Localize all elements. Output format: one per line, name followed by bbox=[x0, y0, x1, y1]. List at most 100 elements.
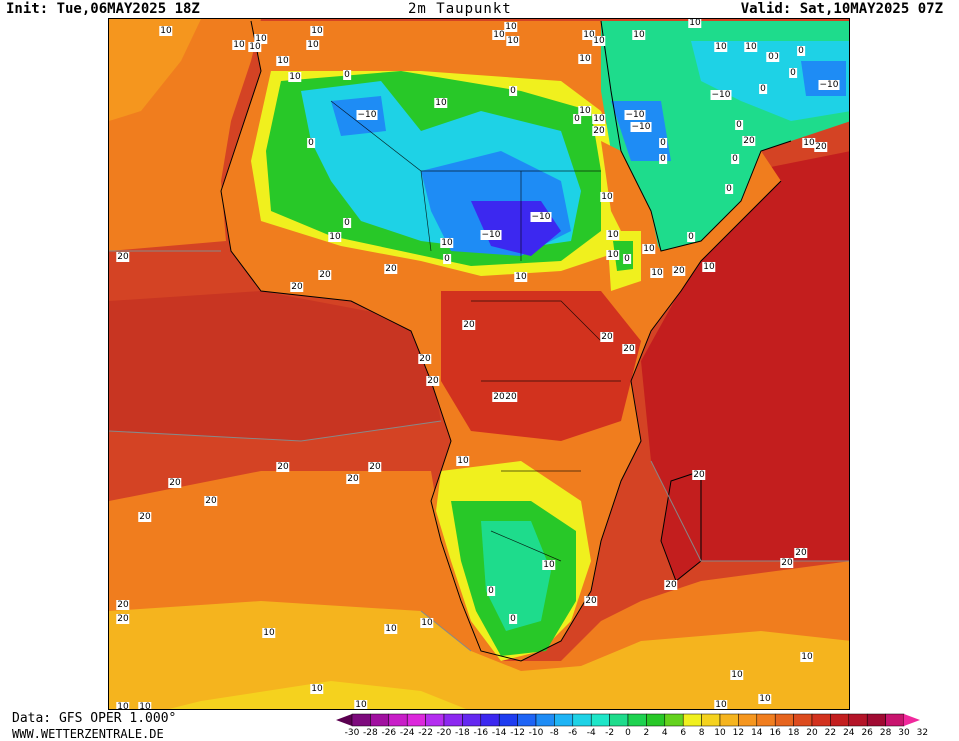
legend-tick-label: 32 bbox=[916, 728, 929, 738]
contour-label: 10 bbox=[506, 36, 520, 46]
contour-label: 20 bbox=[622, 344, 636, 354]
contour-label: 10 bbox=[650, 268, 664, 278]
legend-swatch bbox=[811, 713, 831, 727]
contour-label: 10 bbox=[632, 30, 646, 40]
contour-label: 10 bbox=[420, 618, 434, 628]
atlantic-far-north bbox=[109, 19, 201, 121]
contour-label: 20 bbox=[204, 496, 218, 506]
contour-label: 10 bbox=[254, 34, 268, 44]
valid-time: Valid: Sat,10MAY2025 07Z bbox=[740, 1, 943, 17]
legend-tick-label: -4 bbox=[586, 728, 596, 738]
contour-label: 20 bbox=[116, 600, 130, 610]
contour-label: 10 bbox=[440, 238, 454, 248]
legend-swatch bbox=[774, 713, 794, 727]
contour-label: 10 bbox=[592, 114, 606, 124]
contour-label: 10 bbox=[504, 22, 518, 32]
contour-label: 20 bbox=[584, 596, 598, 606]
contour-label: 0 bbox=[789, 68, 797, 78]
contour-label: −10 bbox=[624, 110, 646, 120]
contour-label: −10 bbox=[630, 122, 652, 132]
map-title: 2m Taupunkt bbox=[408, 1, 512, 17]
legend-tick-label: 16 bbox=[769, 728, 781, 738]
persia-blue bbox=[801, 61, 846, 96]
contour-label: 0 bbox=[687, 232, 695, 242]
legend-tick-label: 28 bbox=[879, 728, 892, 738]
legend-ticks: -30 -28 -26 -24 -22 -20 -18 -16 -14 -12 -10 -8 -6 -4-… bbox=[336, 728, 956, 740]
legend-tick-label: -8 bbox=[549, 728, 559, 738]
contour-label: 10 bbox=[310, 26, 324, 36]
contour-label: 20 bbox=[384, 264, 398, 274]
kalahari-teal bbox=[481, 521, 551, 631]
legend-swatch bbox=[388, 713, 408, 727]
contour-label: 20 bbox=[418, 354, 432, 364]
legend-tick-label: -6 bbox=[568, 728, 578, 738]
contour-label: 10 bbox=[354, 700, 368, 710]
website: WWW.WETTERZENTRALE.DE bbox=[12, 727, 164, 741]
contour-label: 10 bbox=[702, 262, 716, 272]
legend-tick-label: 4 bbox=[661, 728, 668, 738]
contour-label: 20 bbox=[814, 142, 828, 152]
contour-label: 10 bbox=[138, 702, 152, 710]
legend-tick-label: 30 bbox=[898, 728, 910, 738]
legend-swatch bbox=[609, 713, 629, 727]
southern-ocean-yellow bbox=[169, 681, 466, 709]
legend-swatch bbox=[443, 713, 463, 727]
legend-tick-label: 10 bbox=[714, 728, 726, 738]
map-field bbox=[109, 19, 849, 709]
legend-tick-label: 26 bbox=[861, 728, 873, 738]
contour-label: 10 bbox=[758, 694, 772, 704]
africa-coastline bbox=[220, 20, 782, 662]
contour-label: 20 bbox=[116, 252, 130, 262]
contour-label: 0 bbox=[731, 154, 739, 164]
contour-label: 10 bbox=[248, 42, 262, 52]
central-africa bbox=[441, 291, 641, 441]
contour-label: 20 bbox=[116, 614, 130, 624]
legend-swatch bbox=[554, 713, 574, 727]
contour-label: −10 bbox=[356, 110, 378, 120]
legend-swatch bbox=[498, 713, 518, 727]
contour-label: 0 bbox=[735, 120, 743, 130]
legend-tick-label: 0 bbox=[625, 728, 631, 738]
legend-swatch bbox=[830, 713, 850, 727]
contour-label: 0 bbox=[307, 138, 315, 148]
legend-tick-label: -20 bbox=[436, 728, 452, 738]
equatorial-atlantic bbox=[109, 291, 441, 441]
contour-label: 0 bbox=[725, 184, 733, 194]
legend-swatch bbox=[756, 713, 776, 727]
contour-label: 20 bbox=[504, 392, 518, 402]
contour-label: 10 bbox=[434, 98, 448, 108]
contour-label: 10 bbox=[288, 72, 302, 82]
contour-label: 10 bbox=[384, 624, 398, 634]
contour-label: 10 bbox=[159, 26, 173, 36]
contour-label: 10 bbox=[232, 40, 246, 50]
red-sea bbox=[601, 141, 661, 271]
contour-label: 0 bbox=[343, 70, 351, 80]
contour-label: 20 bbox=[692, 470, 706, 480]
data-source: Data: GFS OPER 1.000° bbox=[12, 711, 177, 726]
legend-tick-label: 8 bbox=[698, 728, 705, 738]
contour-label: 20 bbox=[368, 462, 382, 472]
legend-swatch bbox=[572, 713, 592, 727]
legend-swatch bbox=[848, 713, 868, 727]
country-borders bbox=[330, 100, 621, 562]
init-time: Init: Tue,06MAY2025 18Z bbox=[6, 1, 200, 17]
contour-label: −10 bbox=[480, 230, 502, 240]
contour-label: 20 bbox=[492, 392, 506, 402]
legend-tick-label: -14 bbox=[491, 728, 507, 738]
legend-tick-label: -22 bbox=[418, 728, 433, 738]
contour-label: 10 bbox=[606, 250, 620, 260]
legend-swatch bbox=[370, 713, 390, 727]
contour-label: 10 bbox=[492, 30, 506, 40]
contour-label: 20 bbox=[290, 282, 304, 292]
contour-label: 20 bbox=[138, 512, 152, 522]
contour-label: 10 bbox=[642, 244, 656, 254]
legend-swatch bbox=[517, 713, 537, 727]
contour-label: 10 bbox=[514, 272, 528, 282]
southern-ocean-cool bbox=[109, 601, 849, 709]
legend-tick-label: -2 bbox=[605, 728, 615, 738]
contour-label: 10 bbox=[578, 106, 592, 116]
contour-label: 10 bbox=[730, 670, 744, 680]
madagascar bbox=[661, 471, 701, 581]
legend-swatch bbox=[738, 713, 758, 727]
legend-tick-label: -30 bbox=[344, 728, 360, 738]
